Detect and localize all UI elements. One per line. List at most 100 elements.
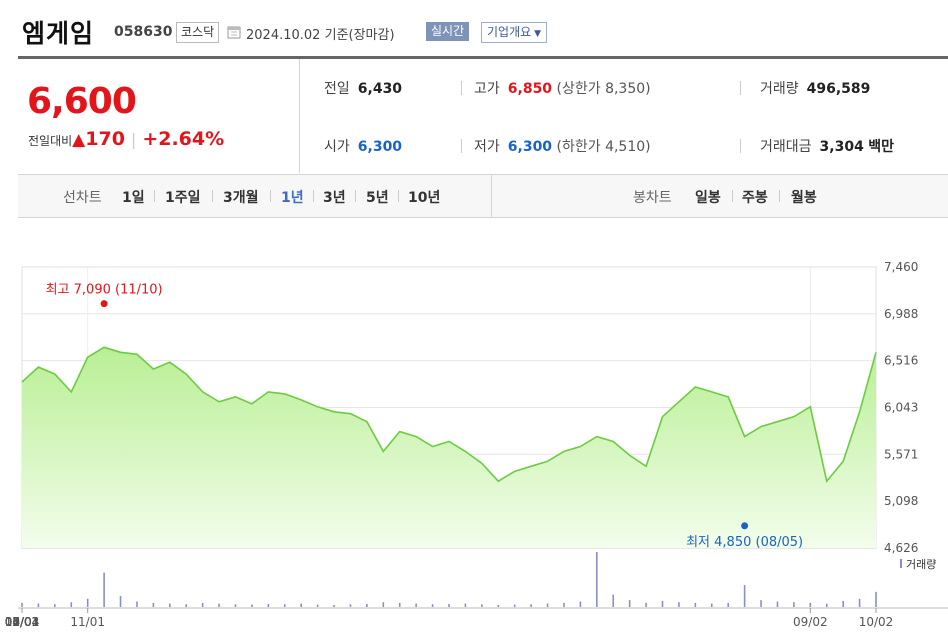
- realtime-button[interactable]: 실시간: [426, 22, 470, 41]
- price-change: 전일대비▲170 | +2.64%: [28, 128, 224, 150]
- stat-divider: [461, 139, 462, 153]
- volume-bar: [201, 602, 204, 607]
- chart-tabbar: 선차트 1일 1주일 3개월 1년 3년 5년 10년 봉차트 일봉 주봉 월봉: [18, 174, 948, 218]
- change-separator: |: [130, 130, 137, 149]
- stat-divider: [740, 139, 741, 153]
- volume-bar: [234, 604, 237, 607]
- tab-1w[interactable]: 1주일: [165, 190, 201, 206]
- tab-10y[interactable]: 10년: [408, 190, 441, 206]
- volume-bar: [645, 602, 647, 607]
- tab-divider: [154, 190, 155, 202]
- tab-5y[interactable]: 5년: [366, 190, 389, 206]
- x-tick-label: 07/01: [5, 615, 40, 629]
- stat-volume: 거래량 496,589: [760, 81, 871, 97]
- volume-legend-swatch: [900, 559, 902, 568]
- volume-bar: [218, 603, 220, 607]
- volume-bar: [596, 552, 598, 607]
- calendar-icon: [227, 26, 241, 39]
- volume-bar: [185, 604, 188, 607]
- volume-bar: [431, 604, 434, 607]
- volume-bar: [366, 603, 368, 607]
- volume-bar: [858, 598, 861, 607]
- x-tick-label: 10/04: [5, 615, 40, 629]
- tab-divider: [270, 190, 271, 202]
- volume-bar: [300, 603, 302, 607]
- volume-bar: [563, 602, 565, 607]
- x-tick-label: 01/02: [5, 615, 40, 629]
- volume-bar: [875, 591, 877, 607]
- volume-bar: [546, 603, 549, 607]
- x-axis: 10/04 11/01 12/0101/0202/0103/0404/0105/02…: [5, 608, 894, 629]
- volume-bar: [612, 594, 615, 607]
- volume-bar: [628, 600, 631, 607]
- tab-1y[interactable]: 1년: [281, 190, 304, 206]
- y-tick-label: 6,043: [884, 401, 918, 415]
- tabbar-divider: [491, 175, 492, 217]
- stats-panel: 전일 6,430 고가 6,850 (상한가 8,350) 거래량 496,589 시…: [300, 59, 948, 173]
- quote-date: 2024.10.02 기준(장마감): [246, 28, 395, 43]
- x-tick-label: 06/03: [5, 615, 40, 629]
- tab-weekly[interactable]: 주봉: [742, 190, 768, 206]
- stat-amount: 거래대금 3,304 백만: [760, 139, 895, 155]
- volume-bar: [398, 602, 401, 607]
- x-tick-label: 02/01: [5, 615, 40, 629]
- tab-3y[interactable]: 3년: [323, 190, 346, 206]
- tab-divider: [313, 190, 314, 202]
- volume-bar: [743, 585, 746, 607]
- y-tick-label: 6,988: [884, 307, 918, 321]
- tab-3m[interactable]: 3개월: [223, 190, 259, 206]
- volume-label: 거래량: [906, 558, 936, 571]
- y-tick-label: 7,460: [884, 260, 918, 274]
- tab-divider: [212, 190, 213, 202]
- tab-divider: [398, 190, 399, 202]
- change-label: 전일대비: [28, 134, 73, 148]
- stat-open: 시가 6,300: [324, 139, 403, 155]
- volume-bar: [776, 601, 779, 607]
- volume-bar: [579, 601, 582, 607]
- volume-bar: [333, 604, 335, 607]
- volume-bar: [678, 602, 680, 607]
- stat-divider: [740, 81, 741, 95]
- volume-bar: [448, 603, 450, 607]
- chevron-down-icon: ▼: [534, 29, 542, 39]
- header-divider: [18, 56, 948, 59]
- volume-bar: [119, 596, 122, 607]
- min-marker: [741, 522, 749, 530]
- volume-bar: [842, 600, 844, 607]
- volume-bar: [103, 572, 105, 607]
- volume-bar: [21, 602, 23, 607]
- stat-low: 저가 6,300 (하한가 4,510): [474, 139, 651, 155]
- tab-1d[interactable]: 1일: [122, 190, 145, 206]
- annotations: 최고 7,090 (11/10) 최저 4,850 (08/05): [46, 283, 804, 550]
- tab-daily[interactable]: 일봉: [695, 190, 721, 206]
- x-tick-label: 04/01: [5, 615, 40, 629]
- volume-bar: [136, 601, 138, 607]
- volume-bar: [497, 604, 500, 607]
- volume-bar: [710, 603, 713, 607]
- volume-bar: [86, 598, 89, 607]
- y-tick-label: 4,626: [884, 541, 918, 555]
- volume-bar: [464, 603, 467, 607]
- max-marker: [100, 300, 108, 308]
- x-tick-label: 03/04: [5, 615, 40, 629]
- current-price: 6,600: [27, 81, 137, 122]
- volume-bar: [54, 604, 56, 607]
- stat-prev: 전일 6,430: [324, 81, 403, 97]
- volume-bar: [267, 603, 270, 607]
- volume-bar: [169, 603, 171, 607]
- volume-bar: [481, 604, 483, 607]
- volume-bar: [152, 602, 155, 607]
- volume-bar: [316, 604, 319, 607]
- volume-bar: [809, 602, 812, 607]
- tab-monthly[interactable]: 월봉: [791, 190, 817, 206]
- change-percent: +2.64%: [142, 128, 225, 150]
- volume-bar: [727, 602, 729, 607]
- stock-header: 엠게임 058630 코스닥 2024.10.02 기준(장마감) 실시간 기업…: [0, 0, 948, 56]
- x-tick-label: 09/02: [793, 615, 828, 629]
- company-info-dropdown[interactable]: 기업개요 ▼: [481, 22, 548, 43]
- volume-bar: [415, 603, 417, 607]
- x-tick-label: 05/02: [5, 615, 40, 629]
- x-tick-label: 10/02: [859, 615, 894, 629]
- max-label: 최고 7,090 (11/10): [46, 283, 163, 298]
